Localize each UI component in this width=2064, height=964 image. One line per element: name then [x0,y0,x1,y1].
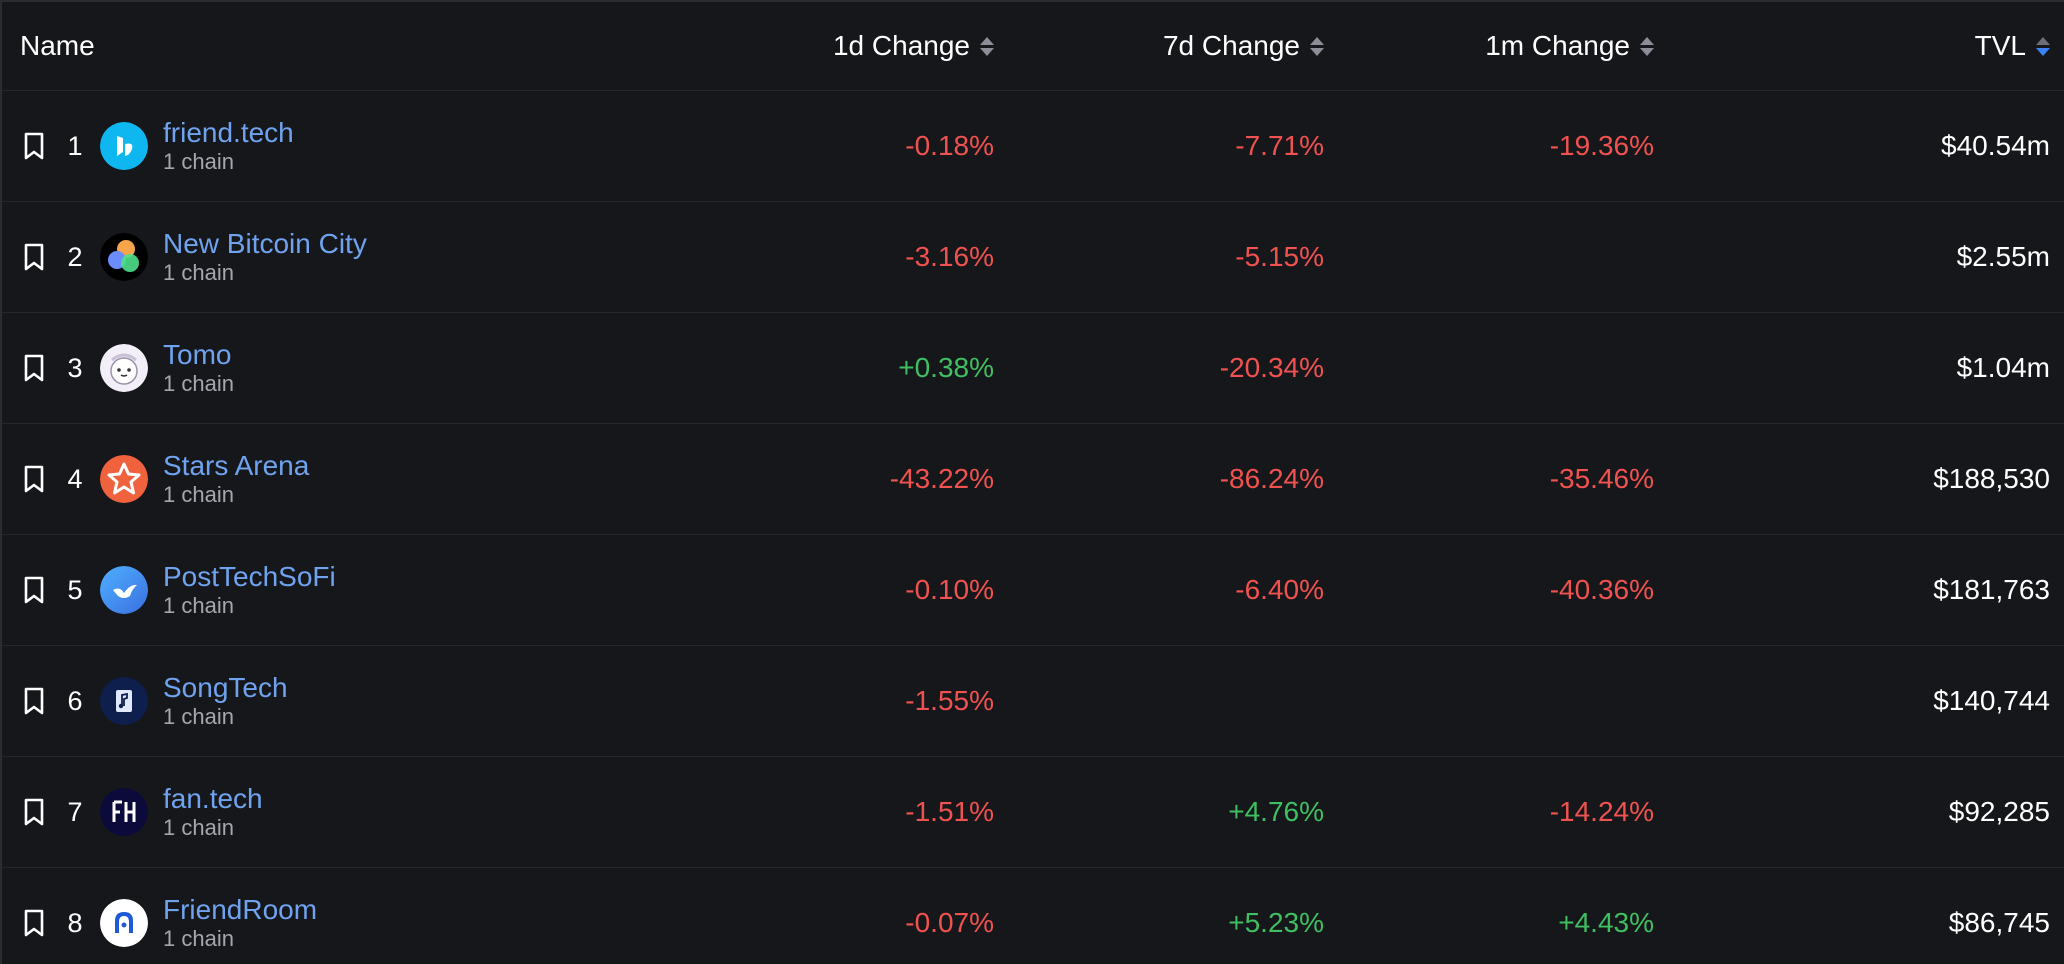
change-7d: -5.15% [1235,241,1324,272]
change-1d: -1.55% [905,685,994,716]
name-cell: 4 Stars Arena 1 chain [2,450,664,508]
table-row: 2 New Bitcoin City 1 chain -3.16% -5.15%… [2,202,2064,313]
bookmark-icon[interactable] [22,908,46,938]
protocol-name-link[interactable]: FriendRoom [163,894,318,925]
tomo-logo-icon [100,344,148,392]
name-cell: 8 FriendRoom 1 chain [2,894,664,952]
header-1d-change-label: 1d Change [832,30,970,61]
change-1d: -43.22% [889,463,994,494]
change-7d: -20.34% [1219,352,1324,383]
header-name[interactable]: Name [20,30,95,61]
change-7d: +4.76% [1228,796,1324,827]
header-1d-change[interactable]: 1d Change [664,30,994,62]
header-7d-change[interactable]: 7d Change [994,30,1324,62]
tvl-value: $140,744 [1933,685,2050,716]
protocol-name-link[interactable]: SongTech [163,672,288,703]
protocol-name-link[interactable]: Stars Arena [163,450,310,481]
table-row: 3 Tomo 1 chain +0.38% -20.34% $1.04m [2,313,2064,424]
protocol-name-link[interactable]: New Bitcoin City [163,228,367,259]
change-1d: -1.51% [905,796,994,827]
change-1d: -0.18% [905,130,994,161]
protocol-name-link[interactable]: fan.tech [163,783,263,814]
stars-arena-logo-icon [100,455,148,503]
chain-count[interactable]: 1 chain [163,704,234,729]
protocol-name-link[interactable]: Tomo [163,339,232,370]
change-1m: -14.24% [1549,796,1654,827]
bookmark-icon[interactable] [22,797,46,827]
rank: 1 [67,130,83,161]
name-cell: 2 New Bitcoin City 1 chain [2,228,664,286]
table-row: 6 SongTech 1 chain -1.55% $140,744 [2,646,2064,757]
rank: 5 [67,574,83,605]
name-cell: 1 friend.tech 1 chain [2,117,664,175]
tvl-value: $92,285 [1948,796,2050,827]
change-1d: -3.16% [905,241,994,272]
sort-desc-icon[interactable] [2036,36,2050,56]
rank: 2 [67,241,83,272]
name-cell: 5 PostTechSoFi 1 chain [2,561,664,619]
protocol-name-link[interactable]: PostTechSoFi [163,561,336,592]
table-row: 4 Stars Arena 1 chain -43.22% -86.24% -3… [2,424,2064,535]
fantech-logo-icon [100,788,148,836]
change-1m: -35.46% [1549,463,1654,494]
change-7d: +5.23% [1228,907,1324,938]
posttechsofi-logo-icon [100,566,148,614]
change-1d: -0.10% [905,574,994,605]
change-1m: -40.36% [1549,574,1654,605]
header-7d-change-label: 7d Change [1162,30,1300,61]
change-7d: -6.40% [1235,574,1324,605]
change-1m: +4.43% [1558,907,1654,938]
songtech-logo-icon [100,677,148,725]
bookmark-icon[interactable] [22,242,46,272]
tvl-value: $1.04m [1956,352,2050,383]
new-bitcoin-city-logo-icon [100,233,148,281]
change-7d: -7.71% [1235,130,1324,161]
table-row: 5 PostTechSoFi 1 chain -0.10% -6.40% -40… [2,535,2064,646]
chain-count[interactable]: 1 chain [163,593,234,618]
tvl-value: $40.54m [1941,130,2050,161]
bookmark-icon[interactable] [22,464,46,494]
friendroom-logo-icon [100,899,148,947]
tvl-value: $2.55m [1956,241,2050,272]
bookmark-icon[interactable] [22,575,46,605]
chain-count[interactable]: 1 chain [163,260,234,285]
rank: 7 [67,796,83,827]
change-7d: -86.24% [1219,463,1324,494]
sort-icon[interactable] [1640,36,1654,56]
bookmark-icon[interactable] [22,353,46,383]
protocol-name-link[interactable]: friend.tech [163,117,294,148]
tvl-value: $188,530 [1933,463,2050,494]
sort-icon[interactable] [1310,36,1324,56]
bookmark-icon[interactable] [22,131,46,161]
change-1d: +0.38% [898,352,994,383]
change-1m: -19.36% [1549,130,1654,161]
header-1m-change[interactable]: 1m Change [1324,30,1654,62]
chain-count[interactable]: 1 chain [163,149,234,174]
chain-count[interactable]: 1 chain [163,371,234,396]
name-cell: 3 Tomo 1 chain [2,339,664,397]
rank: 8 [67,907,83,938]
table-header: Name 1d Change 7d Change 1m Change TVL [2,2,2064,91]
name-cell: 7 fan.tech 1 chain [2,783,664,841]
chain-count[interactable]: 1 chain [163,815,234,840]
sort-icon[interactable] [980,36,994,56]
rank: 3 [67,352,83,383]
header-tvl[interactable]: TVL [1654,30,2050,62]
header-1m-change-label: 1m Change [1485,30,1630,61]
table-row: 8 FriendRoom 1 chain -0.07% +5.23% +4.43… [2,868,2064,964]
rank: 4 [67,463,83,494]
table-row: 1 friend.tech 1 chain -0.18% -7.71% -19.… [2,91,2064,202]
friendtech-logo-icon [100,122,148,170]
tvl-value: $86,745 [1948,907,2050,938]
bookmark-icon[interactable] [22,686,46,716]
change-1d: -0.07% [905,907,994,938]
name-cell: 6 SongTech 1 chain [2,672,664,730]
chain-count[interactable]: 1 chain [163,926,234,951]
header-tvl-label: TVL [1974,30,2026,61]
tvl-value: $181,763 [1933,574,2050,605]
chain-count[interactable]: 1 chain [163,482,234,507]
table-row: 7 fan.tech 1 chain -1.51% +4.76% -14.24%… [2,757,2064,868]
rank: 6 [67,685,83,716]
